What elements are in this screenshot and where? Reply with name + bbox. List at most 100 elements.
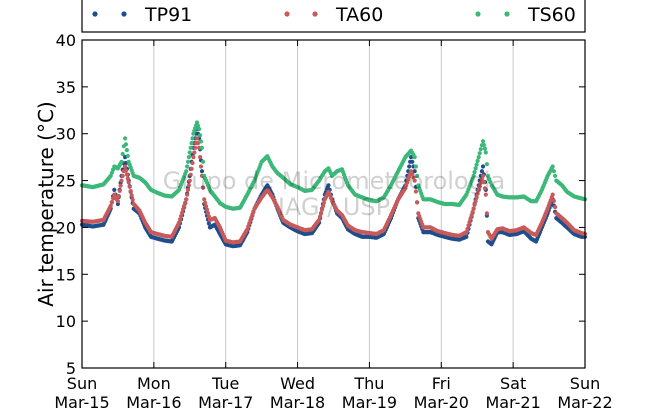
data-point-TS60-43 xyxy=(123,142,129,147)
watermark-line-1: Grupo de Micrometeorologia xyxy=(163,167,505,195)
data-point-TS60-120 xyxy=(199,145,205,150)
data-point-TA60-396 xyxy=(480,173,486,178)
data-point-TA60-241 xyxy=(321,200,326,205)
data-point-TS60-118 xyxy=(198,133,203,138)
data-point-TS60-332 xyxy=(415,173,420,178)
data-point-TA60-466 xyxy=(551,198,557,203)
data-point-TS60-107 xyxy=(187,150,192,155)
data-point-TA60-390 xyxy=(474,195,479,200)
data-point-TA60-105 xyxy=(185,187,191,192)
y-tick-label-6: 35 xyxy=(56,78,76,97)
data-point-TA60-400 xyxy=(484,211,489,216)
watermark: Grupo de Micrometeorologia IAG / USP xyxy=(163,167,505,221)
data-point-TA60-389 xyxy=(473,199,478,204)
x-tick-label-date-1: Mar-16 xyxy=(126,393,181,409)
data-point-TA60-387 xyxy=(471,206,476,211)
data-point-TA60-113 xyxy=(193,145,198,150)
data-point-TS60-119 xyxy=(198,139,204,144)
data-point-TA60-126 xyxy=(205,211,211,216)
data-point-TS60-105 xyxy=(185,159,191,164)
data-point-TP91-330 xyxy=(412,169,417,174)
y-axis-title: Air temperature (°C) xyxy=(34,101,58,306)
data-point-TA60-465 xyxy=(550,192,555,197)
data-point-TS60-465 xyxy=(550,164,555,169)
data-point-TA60-44 xyxy=(124,172,129,177)
data-point-TS60-330 xyxy=(412,155,417,160)
data-point-TS60-103 xyxy=(184,169,189,174)
legend-item-2: TS60 xyxy=(475,4,576,26)
y-tick-label-1: 10 xyxy=(56,312,76,331)
data-point-TA60-240 xyxy=(320,204,326,209)
data-point-TA60-393 xyxy=(477,184,482,189)
x-tick-label-day-7: Sun xyxy=(570,374,600,393)
x-tick-label-day-3: Wed xyxy=(280,374,315,393)
data-point-TS60-403 xyxy=(488,180,493,185)
data-point-TP91-396 xyxy=(480,164,486,169)
x-tick-label-day-6: Sat xyxy=(500,374,526,393)
y-tick-label-4: 25 xyxy=(56,172,76,191)
data-point-TA60-101 xyxy=(182,203,187,209)
x-tick-label-date-0: Mar-15 xyxy=(54,393,109,409)
legend-marker-1b xyxy=(312,11,318,17)
data-point-TA60-103 xyxy=(184,197,189,202)
data-point-TA60-110 xyxy=(190,160,195,166)
data-point-TA60-47 xyxy=(127,184,132,189)
data-point-TA60-383 xyxy=(467,220,472,225)
data-point-TA60-385 xyxy=(469,213,474,218)
x-tick-label-day-4: Thu xyxy=(353,374,384,393)
data-point-TA60-117 xyxy=(197,145,202,150)
data-point-TS60-398 xyxy=(482,146,487,151)
data-point-TS60-30 xyxy=(109,170,114,175)
y-tick-label-3: 20 xyxy=(56,218,76,237)
data-point-TA60-112 xyxy=(192,150,197,155)
data-point-TA60-398 xyxy=(482,186,487,191)
data-point-TA60-467 xyxy=(553,205,558,210)
data-point-TA60-382 xyxy=(466,223,471,228)
data-point-TA60-331 xyxy=(413,189,418,194)
data-point-TA60-46 xyxy=(126,180,131,185)
legend-marker-2b xyxy=(504,11,510,17)
data-point-TA60-388 xyxy=(472,202,477,207)
y-tick-label-5: 30 xyxy=(56,125,76,144)
y-tick-label-2: 15 xyxy=(56,265,76,284)
data-point-TS60-44 xyxy=(124,148,129,153)
legend-item-0: TP91 xyxy=(92,4,192,26)
data-point-TA60-49 xyxy=(129,193,134,198)
data-point-TA60-239 xyxy=(319,207,325,212)
data-point-TS60-396 xyxy=(480,139,486,144)
data-point-TA60-30 xyxy=(109,200,114,205)
legend-marker-0a xyxy=(92,11,98,17)
data-point-TS60-392 xyxy=(476,155,481,160)
data-point-TA60-108 xyxy=(188,172,193,177)
data-point-TP91-328 xyxy=(410,159,415,164)
data-point-TA60-36 xyxy=(116,193,121,199)
legend-label-1: TA60 xyxy=(335,4,383,26)
data-point-TA60-97 xyxy=(177,217,183,222)
plot-frame xyxy=(81,39,586,369)
data-point-TA60-125 xyxy=(204,207,210,212)
data-point-TS60-467 xyxy=(553,173,558,178)
data-point-TA60-37 xyxy=(117,188,122,193)
legend-frame xyxy=(81,0,586,33)
x-tick-label-day-1: Mon xyxy=(137,374,171,393)
data-point-TA60-104 xyxy=(185,192,190,197)
y-tick-label-7: 40 xyxy=(56,31,76,50)
data-point-TS60-397 xyxy=(481,142,486,148)
data-point-TS60-389 xyxy=(473,166,478,171)
x-tick-label-day-0: Sun xyxy=(67,374,97,393)
data-point-TS60-106 xyxy=(186,155,191,160)
data-point-TA60-124 xyxy=(204,204,209,209)
data-point-TS60-390 xyxy=(474,162,479,167)
data-point-TS60-115 xyxy=(194,120,200,125)
data-point-TA60-100 xyxy=(181,207,186,212)
data-point-TS60-117 xyxy=(197,126,202,132)
x-tick-label-date-4: Mar-19 xyxy=(342,393,397,409)
x-tick-label-date-7: Mar-22 xyxy=(557,393,612,409)
data-point-TA60-121 xyxy=(201,185,206,190)
data-point-TA60-127 xyxy=(206,214,211,219)
data-point-TA60-392 xyxy=(476,187,481,192)
data-point-TA60-106 xyxy=(186,183,191,188)
data-point-TP91-127 xyxy=(206,221,211,226)
legend-label-2: TS60 xyxy=(527,4,576,26)
